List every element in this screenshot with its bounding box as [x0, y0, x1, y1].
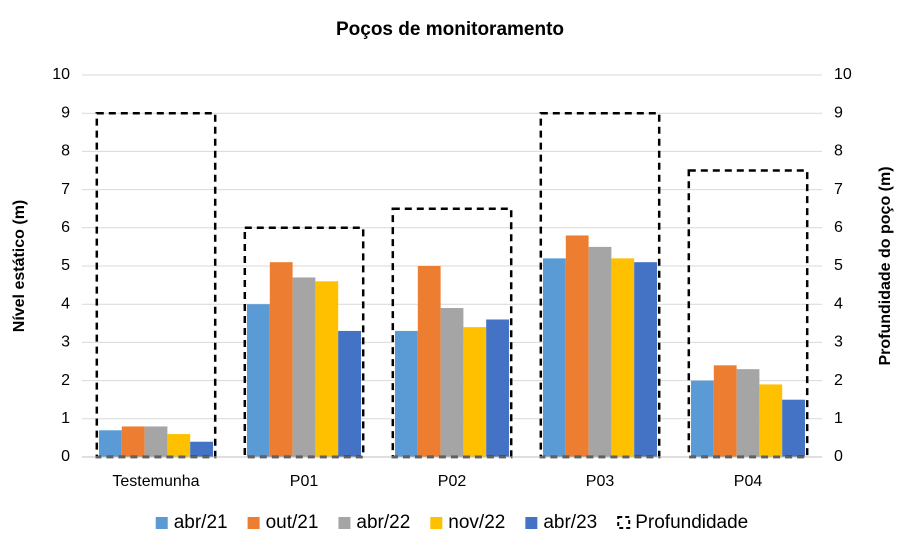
bar: [417, 266, 441, 457]
bar: [440, 308, 464, 457]
y2-tick-label: 0: [834, 448, 843, 465]
bar: [588, 246, 612, 457]
y-tick-label: 4: [61, 295, 70, 312]
legend-swatch: [617, 516, 631, 529]
x-tick-label: Testemunha: [112, 473, 199, 490]
y-tick-label: 0: [61, 448, 70, 465]
x-tick-label: P02: [438, 473, 467, 490]
y2-tick-label: 9: [834, 104, 843, 121]
y-tick-label: 10: [52, 66, 70, 83]
chart-title: Poços de monitoramento: [336, 19, 564, 40]
y-tick-label: 5: [61, 257, 70, 274]
legend-label: Profundidade: [635, 512, 748, 533]
y-axis-title: Nível estático (m): [11, 200, 28, 332]
bar: [292, 277, 316, 457]
legend-label: abr/21: [174, 512, 228, 533]
bar: [121, 426, 145, 457]
bar: [611, 258, 635, 457]
y2-tick-label: 5: [834, 257, 843, 274]
bar: [99, 430, 122, 457]
y2-axis-title: Profundidade do poço (m): [877, 166, 894, 365]
y2-tick-label: 8: [834, 143, 843, 160]
bar: [338, 330, 361, 457]
legend-swatch: [338, 517, 351, 529]
legend-label: abr/22: [356, 512, 410, 533]
y2-tick-label: 3: [834, 334, 843, 351]
bar: [269, 262, 293, 457]
y2-tick-label: 2: [834, 372, 843, 389]
y2-tick-label: 1: [834, 410, 843, 427]
y2-tick-label: 10: [834, 66, 852, 83]
bar: [634, 262, 657, 457]
y-tick-label: 8: [61, 143, 70, 160]
y2-tick-label: 7: [834, 181, 843, 198]
bar: [543, 258, 566, 457]
bar: [736, 369, 760, 457]
bar: [315, 281, 339, 457]
legend-label: nov/22: [448, 512, 505, 533]
y-tick-label: 1: [61, 410, 70, 427]
bar: [395, 330, 418, 457]
x-tick-label: P01: [290, 473, 319, 490]
depth-outline: [95, 111, 217, 459]
y2-tick-label: 6: [834, 219, 843, 236]
bar: [247, 304, 270, 457]
bar: [190, 441, 213, 457]
legend-label: out/21: [266, 512, 319, 533]
x-tick-label: P03: [586, 473, 615, 490]
legend-swatch: [525, 517, 538, 529]
bar: [144, 426, 168, 457]
y-tick-label: 6: [61, 219, 70, 236]
legend-swatch: [155, 517, 168, 529]
y-tick-label: 3: [61, 334, 70, 351]
bar: [167, 434, 191, 457]
bar: [782, 399, 805, 457]
bar: [486, 319, 509, 457]
y2-tick-label: 4: [834, 295, 843, 312]
legend-label: abr/23: [543, 512, 597, 533]
y-tick-label: 7: [61, 181, 70, 198]
y-tick-label: 9: [61, 104, 70, 121]
bar: [713, 365, 737, 457]
legend-swatch: [430, 517, 443, 529]
bar: [565, 235, 589, 457]
depth-outline: [687, 169, 809, 459]
y-tick-label: 2: [61, 372, 70, 389]
depth-outline: [243, 226, 365, 459]
bar: [691, 380, 714, 457]
x-tick-label: P04: [734, 473, 763, 490]
bar: [463, 327, 487, 457]
bar: [759, 384, 783, 457]
legend-swatch: [247, 517, 260, 529]
